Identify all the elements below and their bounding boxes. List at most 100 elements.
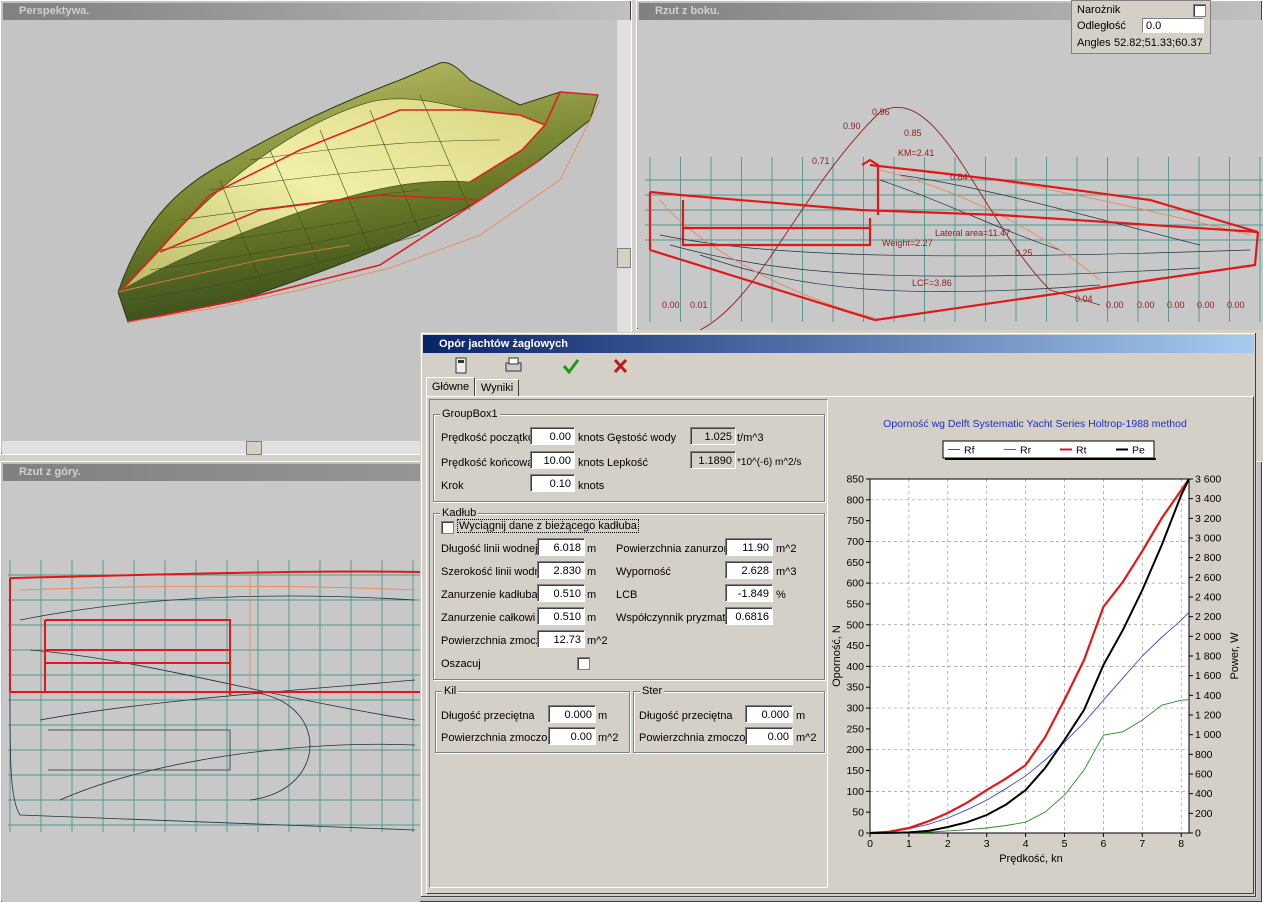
input[interactable]: 0.00 xyxy=(745,727,793,745)
input[interactable]: 0.00 xyxy=(530,427,575,445)
input[interactable]: 11.90 xyxy=(725,538,773,556)
input[interactable]: 1.1890 xyxy=(690,451,736,469)
input[interactable]: 2.830 xyxy=(537,561,585,579)
unit: m^3 xyxy=(776,566,797,578)
y2-tick-label: 1 200 xyxy=(1195,710,1221,722)
window-title: Perspektywa. xyxy=(19,5,90,17)
label: Krok xyxy=(441,480,464,492)
x-tick-label: 2 xyxy=(945,838,951,850)
side-label: 0.04 xyxy=(1075,294,1093,304)
input[interactable]: 2.628 xyxy=(725,561,773,579)
unit: m xyxy=(587,566,597,578)
input[interactable]: 0.000 xyxy=(745,705,793,723)
label: Oszacuj xyxy=(441,658,481,670)
y2-tick-label: 2 400 xyxy=(1195,592,1221,604)
window-title: Rzut z góry. xyxy=(19,466,81,478)
y2-tick-label: 3 600 xyxy=(1195,474,1221,486)
unit: knots xyxy=(578,432,605,444)
group-title: Ster xyxy=(640,685,665,697)
y-tick-label: 0 xyxy=(858,828,864,840)
angles-value: 52.82;51.33;60.37 xyxy=(1114,37,1203,49)
input[interactable]: 1.025 xyxy=(690,427,736,445)
side-label: 0.25 xyxy=(1015,248,1033,258)
input[interactable]: 0.510 xyxy=(537,607,585,625)
y-tick-label: 800 xyxy=(846,494,864,506)
unit: m xyxy=(587,612,597,624)
group-box: GroupBox1 xyxy=(433,408,825,502)
group-box: Kil xyxy=(435,685,630,753)
perspective-view xyxy=(2,20,616,441)
input[interactable]: 12.73 xyxy=(537,630,585,648)
checkbox[interactable] xyxy=(577,657,590,670)
side-view: 0.71 0.90 0.96 0.85 KM=2.41 0.84 Lateral… xyxy=(638,20,1263,330)
x-tick-label: 6 xyxy=(1100,838,1106,850)
y-tick-label: 350 xyxy=(846,682,864,694)
tab-panel xyxy=(426,396,1254,894)
unit: m xyxy=(587,543,597,555)
input[interactable]: 0.10 xyxy=(530,474,575,492)
y-tick-label: 250 xyxy=(846,723,864,735)
y2-tick-label: 3 000 xyxy=(1195,533,1221,545)
y-tick-label: 850 xyxy=(846,474,864,486)
label: Współczynnik pryzmaty xyxy=(616,612,731,624)
label: Prędkość końcowa xyxy=(441,457,534,469)
scroll-thumb[interactable] xyxy=(617,248,631,268)
y2-tick-label: 2 600 xyxy=(1195,572,1221,584)
legend-label: Rf xyxy=(964,445,975,457)
unit: m^2 xyxy=(598,732,619,744)
y2-tick-label: 200 xyxy=(1195,808,1213,820)
y-tick-label: 700 xyxy=(846,536,864,548)
print-button[interactable] xyxy=(505,357,522,372)
input[interactable]: 0.00 xyxy=(548,727,596,745)
tab[interactable]: Główne xyxy=(426,377,475,397)
label: Narożnik xyxy=(1077,4,1121,16)
label: Angles xyxy=(1077,37,1111,49)
y2-tick-label: 3 400 xyxy=(1195,493,1221,505)
label: Szerokość linii wodn xyxy=(441,566,541,578)
ok-button[interactable] xyxy=(562,359,580,375)
input[interactable]: 6.018 xyxy=(537,538,585,556)
unit: % xyxy=(776,589,786,601)
distance-field[interactable]: 0.0 xyxy=(1142,18,1204,33)
legend-label: Pe xyxy=(1132,445,1145,457)
y2-tick-label: 600 xyxy=(1195,769,1213,781)
series-line xyxy=(869,611,1190,834)
group-title: Kil xyxy=(442,685,459,697)
group-box: Ster xyxy=(633,685,825,753)
calculator-button[interactable] xyxy=(455,357,467,374)
side-label: 0.85 xyxy=(904,128,922,138)
input[interactable]: -1.849 xyxy=(725,584,773,602)
x-tick-label: 5 xyxy=(1062,838,1068,850)
label: Prędkość początko xyxy=(441,432,534,444)
y-tick-label: 300 xyxy=(846,703,864,715)
series-line xyxy=(870,699,1190,834)
group-title: GroupBox1 xyxy=(440,408,500,420)
y2-tick-label: 1 400 xyxy=(1195,690,1221,702)
input[interactable]: 0.510 xyxy=(537,584,585,602)
plot-frame xyxy=(869,478,1190,834)
checkbox[interactable] xyxy=(441,521,454,534)
side-label: 0.00 xyxy=(1106,300,1124,310)
unit: m xyxy=(587,589,597,601)
y-tick-label: 750 xyxy=(846,515,864,527)
y-tick-label: 50 xyxy=(852,807,864,819)
side-label: 0.00 xyxy=(1197,300,1215,310)
label: Wyporność xyxy=(616,566,671,578)
y2-tick-label: 400 xyxy=(1195,788,1213,800)
side-label: 0.00 xyxy=(1167,300,1185,310)
scroll-thumb[interactable] xyxy=(246,441,262,455)
unit: knots xyxy=(578,457,605,469)
cancel-button[interactable] xyxy=(613,358,628,374)
series-line xyxy=(869,478,1190,835)
tab[interactable]: Wyniki xyxy=(475,379,519,397)
input[interactable]: 10.00 xyxy=(530,451,575,469)
y-tick-label: 500 xyxy=(846,619,864,631)
input[interactable]: 0.000 xyxy=(548,705,596,723)
checkbox[interactable] xyxy=(1193,4,1206,17)
input[interactable]: 0.6816 xyxy=(725,607,773,625)
y2-tick-label: 1 600 xyxy=(1195,670,1221,682)
y2-axis-title: Power, W xyxy=(1229,632,1241,680)
label: Powierzchnia zmocz xyxy=(441,635,542,647)
legend-label: Rt xyxy=(1076,445,1087,457)
checkbox-label[interactable]: Wyciągnij dane z bieżącego kadłuba xyxy=(457,519,639,533)
